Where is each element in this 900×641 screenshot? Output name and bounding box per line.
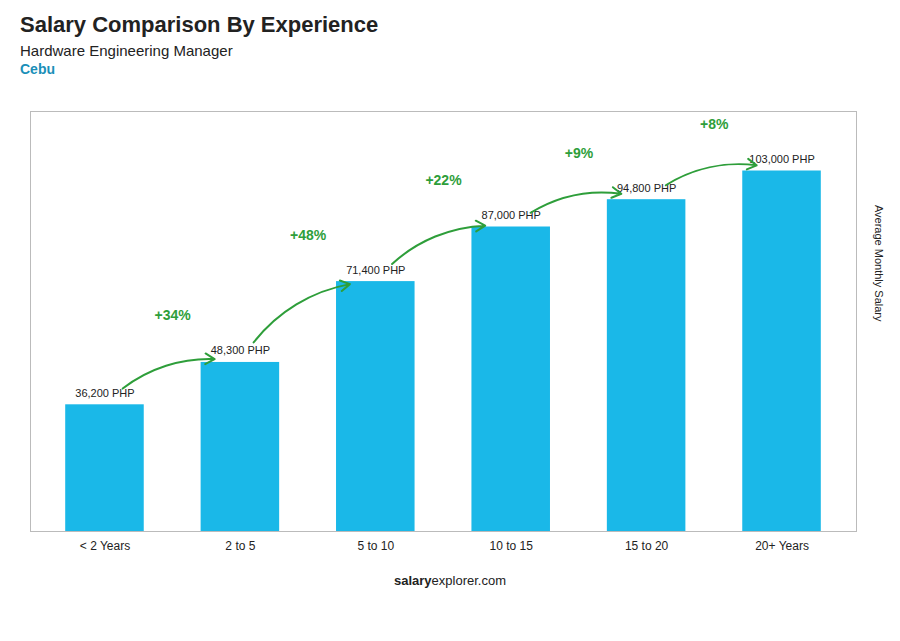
svg-text:10 to 15: 10 to 15 [490, 539, 534, 553]
svg-text:5 to 10: 5 to 10 [357, 539, 394, 553]
svg-text:15 to 20: 15 to 20 [625, 539, 669, 553]
html-text:Cebu: Cebu [20, 61, 55, 77]
svg-text:36,200 PHP: 36,200 PHP [75, 387, 134, 399]
svg-text:+8%: +8% [700, 116, 729, 132]
svg-text:71,400 PHP: 71,400 PHP [346, 264, 405, 276]
svg-text:< 2 Years: < 2 Years [80, 539, 130, 553]
html-text:Hardware Engineering Manager: Hardware Engineering Manager [20, 42, 233, 59]
svg-text:87,000 PHP: 87,000 PHP [481, 209, 541, 221]
svg-text:20+ Years: 20+ Years [755, 539, 809, 553]
svg-text:+9%: +9% [565, 145, 594, 161]
svg-text:+34%: +34% [155, 307, 192, 323]
svg-text:48,300 PHP: 48,300 PHP [211, 344, 270, 356]
html-text:Salary Comparison By Experienc: Salary Comparison By Experience [20, 12, 379, 37]
svg-text:103,000 PHP: 103,000 PHP [749, 153, 814, 165]
html-text:salary explorer.com: salary explorer.com [394, 573, 506, 588]
svg-text:2 to 5: 2 to 5 [225, 539, 255, 553]
svg-text:+48%: +48% [290, 227, 327, 243]
svg-text:+22%: +22% [425, 172, 462, 188]
svg-text:Average Monthly Salary: Average Monthly Salary [873, 205, 885, 322]
svg-text:94,800 PHP: 94,800 PHP [617, 181, 677, 194]
